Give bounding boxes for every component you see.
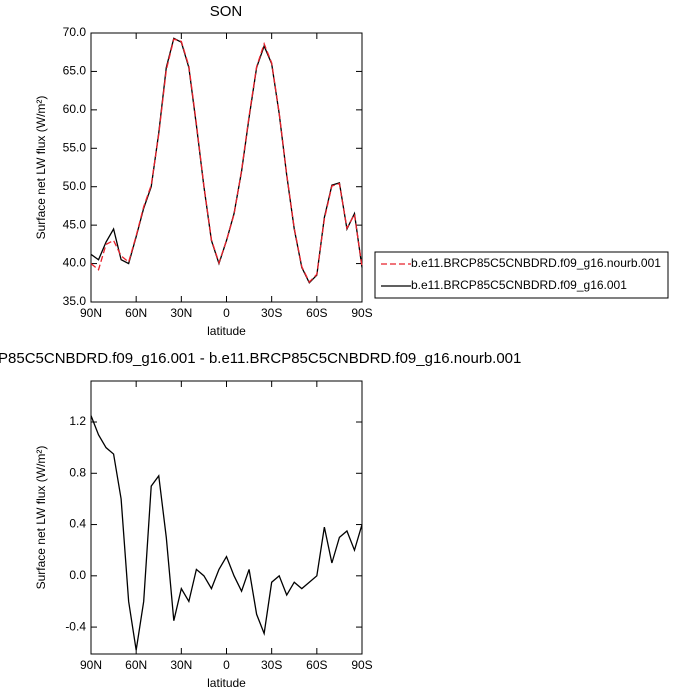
y-tick-label: 0.8 xyxy=(69,465,86,479)
x-tick-label: 90S xyxy=(351,658,372,672)
legend-label: b.e11.BRCP85C5CNBDRD.f09_g16.nourb.001 xyxy=(411,256,661,270)
y-tick-label: -0.4 xyxy=(65,619,86,633)
y-tick-label: 40.0 xyxy=(63,256,87,270)
x-tick-label: 60S xyxy=(306,658,327,672)
x-axis-label: latitude xyxy=(207,324,246,338)
x-tick-label: 0 xyxy=(223,306,230,320)
x-tick-label: 60S xyxy=(306,306,327,320)
x-tick-label: 0 xyxy=(223,658,230,672)
chart-title: P85C5CNBDRD.f09_g16.001 - b.e11.BRCP85C5… xyxy=(0,350,521,367)
x-tick-label: 30N xyxy=(170,658,192,672)
y-tick-label: 35.0 xyxy=(63,294,87,308)
x-tick-label: 60N xyxy=(125,306,147,320)
data-line xyxy=(90,37,363,284)
x-tick-label: 30N xyxy=(170,306,192,320)
y-tick-label: 0.4 xyxy=(69,517,86,531)
y-tick-label: 1.2 xyxy=(69,414,86,428)
y-axis-label: Surface net LW flux (W/m²) xyxy=(34,446,48,590)
y-tick-label: 65.0 xyxy=(63,64,87,78)
x-tick-label: 90S xyxy=(351,306,372,320)
legend-box xyxy=(374,251,669,299)
x-tick-label: 30S xyxy=(261,658,282,672)
y-axis-label: Surface net LW flux (W/m²) xyxy=(34,96,48,240)
x-tick-label: 60N xyxy=(125,658,147,672)
plot-frame xyxy=(90,380,363,655)
x-tick-label: 90N xyxy=(80,306,102,320)
y-tick-label: 70.0 xyxy=(63,25,87,39)
x-axis-label: latitude xyxy=(207,676,246,690)
data-line xyxy=(90,38,363,284)
chart-title: SON xyxy=(210,3,243,20)
legend-label: b.e11.BRCP85C5CNBDRD.f09_g16.001 xyxy=(411,278,627,292)
y-tick-label: 55.0 xyxy=(63,140,87,154)
y-tick-label: 60.0 xyxy=(63,102,87,116)
x-tick-label: 30S xyxy=(261,306,282,320)
data-line xyxy=(90,415,363,651)
plot-frame xyxy=(90,32,363,303)
x-tick-label: 90N xyxy=(80,658,102,672)
y-tick-label: 45.0 xyxy=(63,217,87,231)
y-tick-label: 50.0 xyxy=(63,179,87,193)
y-tick-label: 0.0 xyxy=(69,568,86,582)
